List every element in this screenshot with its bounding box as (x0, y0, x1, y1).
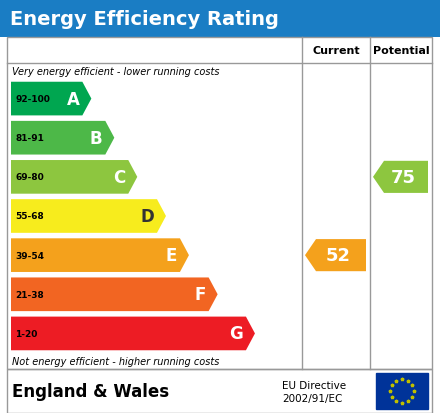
Polygon shape (11, 199, 166, 233)
Bar (0, 369, 440, 413)
Text: EU Directive: EU Directive (282, 380, 346, 390)
Text: 75: 75 (391, 169, 416, 186)
Polygon shape (11, 239, 189, 272)
Text: D: D (140, 207, 154, 225)
Text: G: G (229, 325, 243, 343)
Text: 69-80: 69-80 (15, 173, 44, 182)
Text: 1-20: 1-20 (15, 329, 37, 338)
Polygon shape (11, 121, 114, 155)
Text: Very energy efficient - lower running costs: Very energy efficient - lower running co… (12, 67, 220, 77)
Text: 2002/91/EC: 2002/91/EC (282, 393, 342, 403)
Text: Current: Current (312, 46, 360, 56)
Bar (7, 38, 432, 369)
Bar (7, 369, 432, 413)
Polygon shape (305, 240, 366, 271)
Text: F: F (194, 286, 205, 304)
Text: E: E (165, 247, 177, 264)
Text: England & Wales: England & Wales (12, 382, 169, 400)
Text: Not energy efficient - higher running costs: Not energy efficient - higher running co… (12, 356, 220, 366)
Text: C: C (113, 169, 125, 186)
Text: 21-38: 21-38 (15, 290, 44, 299)
Text: 55-68: 55-68 (15, 212, 44, 221)
Polygon shape (11, 317, 255, 350)
Polygon shape (11, 278, 218, 311)
Bar (376, 373, 428, 409)
Text: A: A (66, 90, 79, 108)
Text: 39-54: 39-54 (15, 251, 44, 260)
Text: 81-91: 81-91 (15, 134, 44, 143)
Text: 52: 52 (326, 247, 351, 264)
Text: B: B (90, 129, 103, 147)
Bar (0, 0, 440, 38)
Polygon shape (11, 83, 92, 116)
Text: Potential: Potential (373, 46, 429, 56)
Text: Energy Efficiency Rating: Energy Efficiency Rating (10, 9, 279, 28)
Polygon shape (373, 161, 428, 193)
Text: 92-100: 92-100 (15, 95, 50, 104)
Polygon shape (11, 161, 137, 194)
